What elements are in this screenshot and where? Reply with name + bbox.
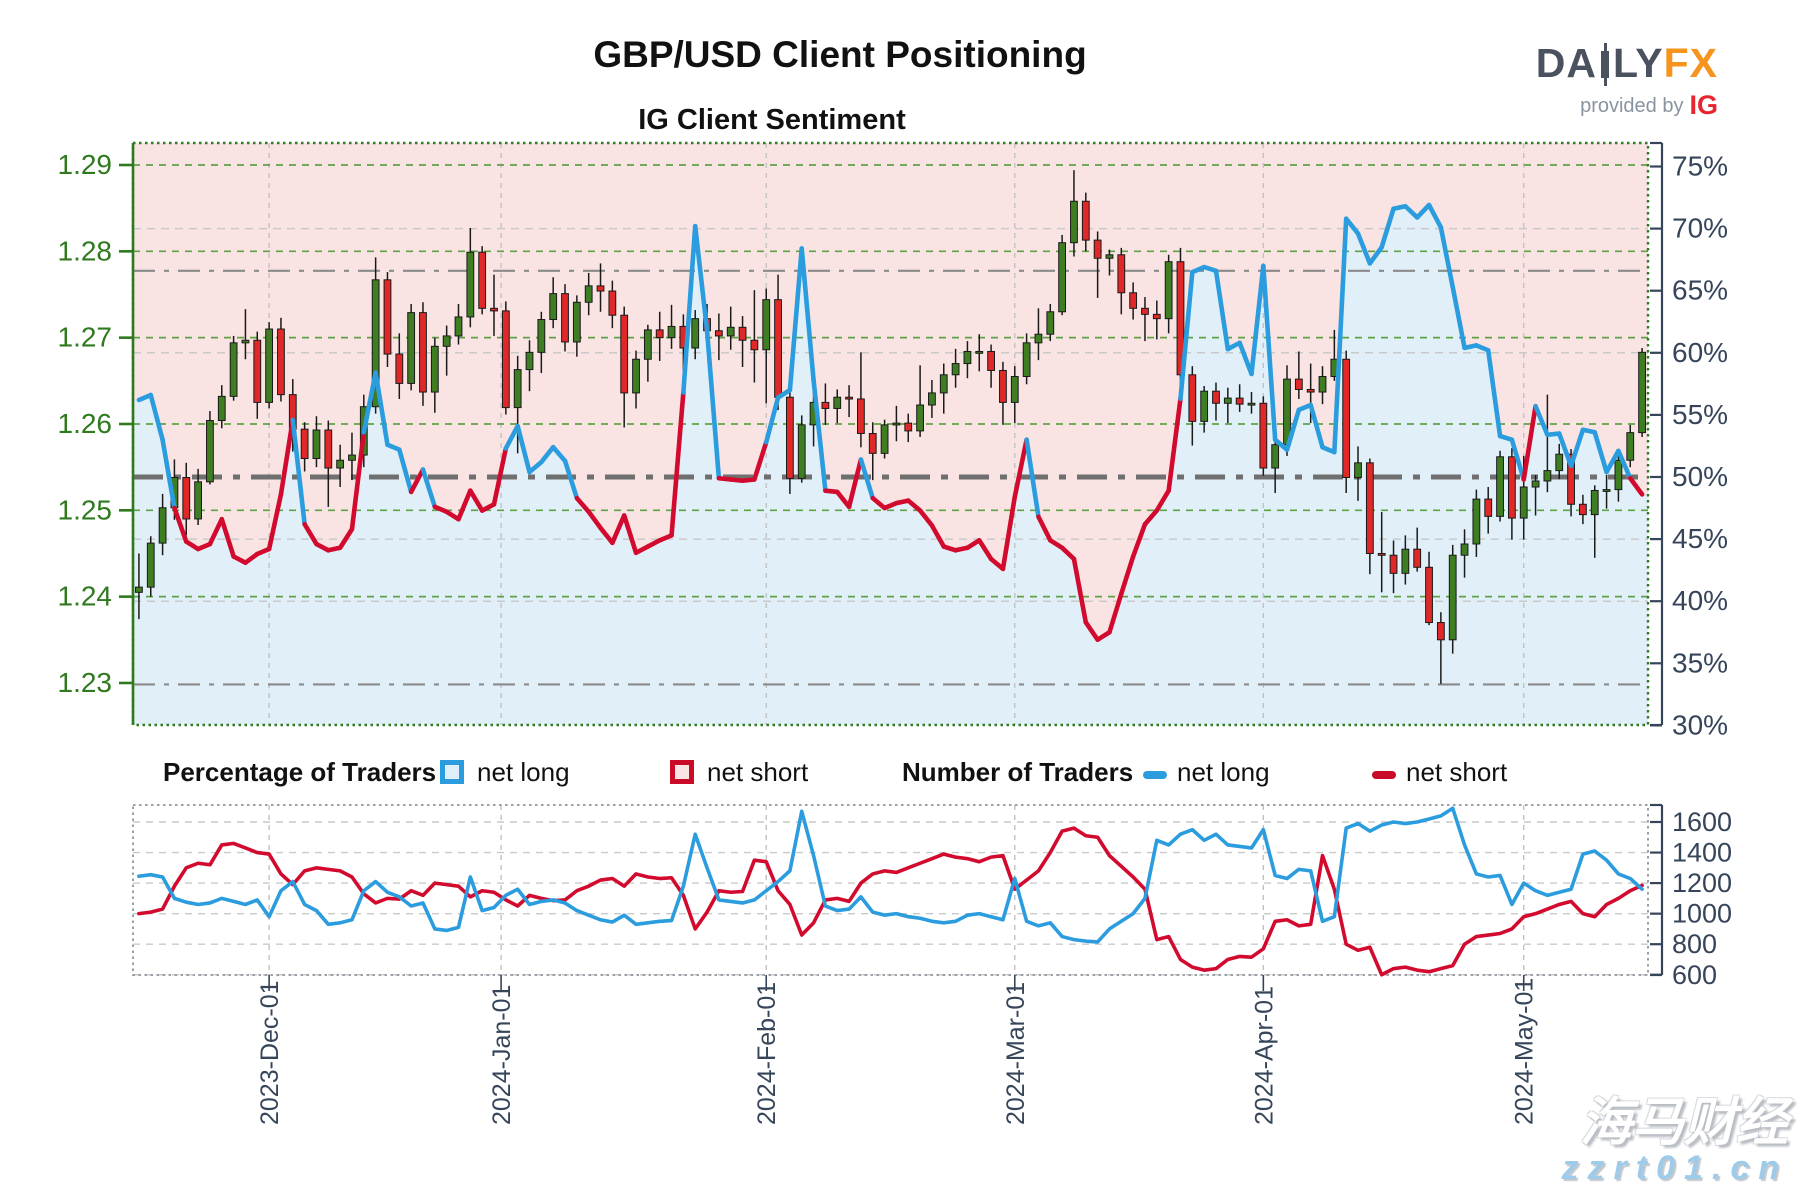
watermark-url: zzrt01.cn xyxy=(1561,1148,1788,1187)
candles xyxy=(135,170,1646,684)
svg-text:1.25: 1.25 xyxy=(58,494,113,525)
svg-text:60%: 60% xyxy=(1672,337,1728,368)
logo-da: DA xyxy=(1535,40,1597,86)
x-axis-date-label: 2024-Jan-01 xyxy=(488,985,516,1125)
svg-text:1600: 1600 xyxy=(1672,807,1732,837)
chart-subtitle: IG Client Sentiment xyxy=(638,104,906,136)
svg-text:75%: 75% xyxy=(1672,151,1728,182)
svg-text:50%: 50% xyxy=(1672,461,1728,492)
svg-text:1200: 1200 xyxy=(1672,868,1732,898)
dailyfx-logo: DA LYFX provided by IG xyxy=(1508,40,1718,121)
svg-text:45%: 45% xyxy=(1672,523,1728,554)
svg-text:30%: 30% xyxy=(1672,709,1728,740)
svg-text:70%: 70% xyxy=(1672,213,1728,244)
x-axis-date-label: 2024-Apr-01 xyxy=(1250,986,1278,1125)
legend-count-long-label: net long xyxy=(1177,757,1270,787)
svg-text:65%: 65% xyxy=(1672,275,1728,306)
candlestick-icon xyxy=(1600,43,1609,86)
svg-text:1400: 1400 xyxy=(1672,838,1732,868)
legend-number-title: Number of Traders xyxy=(902,757,1134,787)
legend-net-long-label: net long xyxy=(477,757,570,787)
svg-text:1.23: 1.23 xyxy=(58,667,113,698)
svg-text:55%: 55% xyxy=(1672,399,1728,430)
svg-text:40%: 40% xyxy=(1672,585,1728,616)
x-axis-date-label: 2023-Dec-01 xyxy=(256,980,284,1125)
x-axis-date-label: 2024-Feb-01 xyxy=(753,982,781,1125)
svg-text:35%: 35% xyxy=(1672,647,1728,678)
ig-logo: IG xyxy=(1689,90,1718,120)
legend-net-short-swatch xyxy=(670,760,694,784)
svg-text:1000: 1000 xyxy=(1672,899,1732,929)
svg-text:1.24: 1.24 xyxy=(58,581,113,612)
logo-ly: LY xyxy=(1612,40,1664,86)
provided-by: provided by IG xyxy=(1508,90,1718,121)
traders-line-net-long xyxy=(137,806,1644,944)
dailyfx-wordmark: DA LYFX xyxy=(1508,40,1718,87)
legend-net-short-label: net short xyxy=(707,757,809,787)
sentiment-price-chart: 1.29 1.28 1.27 1.26 1.25 1.24 1.23 75% 70% 65% 60%… xyxy=(58,141,1728,740)
svg-text:1.26: 1.26 xyxy=(58,408,113,439)
provided-by-text: provided by xyxy=(1580,95,1684,117)
svg-text:800: 800 xyxy=(1672,929,1717,959)
x-axis-date-label: 2024-Mar-01 xyxy=(1002,982,1030,1125)
watermark-cn: 海马财经 xyxy=(1579,1094,1788,1152)
logo-fx: FX xyxy=(1663,40,1718,86)
x-axis-date-label: 2024-May-01 xyxy=(1511,978,1539,1125)
legend-count-short-dash xyxy=(1372,771,1396,779)
page-title: GBP/USD Client Positioning xyxy=(593,34,1087,75)
legend-net-long-swatch xyxy=(440,760,464,784)
svg-text:1.27: 1.27 xyxy=(58,322,113,353)
legend-percentage-title: Percentage of Traders xyxy=(163,757,437,787)
legend-count-short-label: net short xyxy=(1406,757,1508,787)
traders-line-net-short xyxy=(137,826,1644,977)
svg-text:1.28: 1.28 xyxy=(58,235,113,266)
svg-text:600: 600 xyxy=(1672,960,1717,990)
watermark: 海马财经 zzrt01.cn xyxy=(0,1094,1789,1187)
legend-count-long-dash xyxy=(1143,771,1167,779)
net-long-pct-line xyxy=(136,202,1645,643)
svg-text:1.29: 1.29 xyxy=(58,149,113,180)
